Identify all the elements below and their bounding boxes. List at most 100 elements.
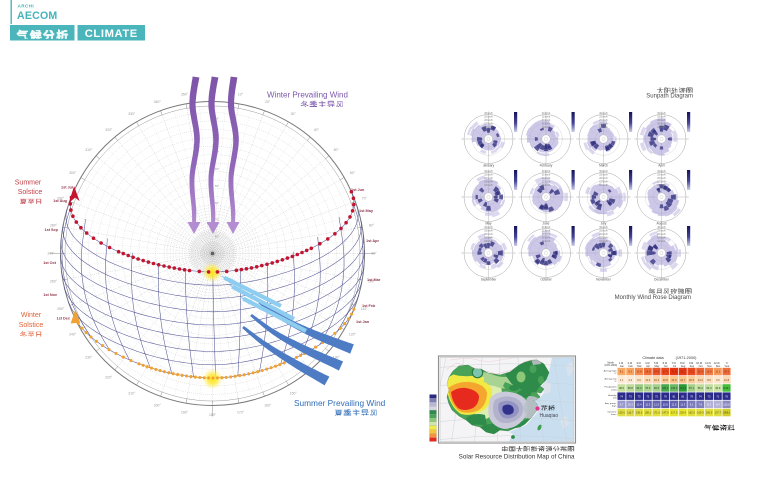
svg-text:Winter Prevailing Wind: Winter Prevailing Wind: [267, 91, 348, 100]
svg-text:11.3: 11.3: [645, 378, 650, 382]
svg-text:260°: 260°: [50, 280, 58, 284]
svg-text:11.5: 11.5: [672, 403, 677, 407]
svg-text:11.3: 11.3: [680, 403, 685, 407]
svg-text:150.5: 150.5: [706, 411, 713, 415]
svg-text:50°: 50°: [215, 184, 220, 188]
svg-text:20°: 20°: [265, 100, 271, 104]
svg-text:5: 5: [654, 361, 656, 365]
svg-text:days: days: [612, 406, 618, 408]
svg-text:30°: 30°: [291, 112, 297, 116]
svg-text:70°: 70°: [215, 218, 220, 222]
svg-text:8.1: 8.1: [707, 403, 711, 407]
svg-text:November: November: [596, 278, 612, 282]
svg-text:Solar Resource Distribution Ma: Solar Resource Distribution Map of China: [459, 453, 575, 460]
svg-text:73: 73: [638, 394, 641, 398]
svg-text:158.1: 158.1: [645, 411, 652, 415]
svg-text:1139.7: 1139.7: [723, 386, 731, 390]
svg-text:24.7: 24.7: [680, 378, 686, 382]
svg-text:Climate data: Climate data: [642, 356, 664, 360]
svg-text:15 km/h: 15 km/h: [484, 237, 493, 240]
svg-text:9.7: 9.7: [620, 403, 624, 407]
svg-text:8.4: 8.4: [716, 403, 720, 407]
svg-text:1st Dec: 1st Dec: [56, 317, 70, 321]
svg-text:11.1: 11.1: [715, 370, 720, 374]
svg-text:ARCHI: ARCHI: [18, 4, 35, 9]
svg-text:217.0: 217.0: [671, 411, 678, 415]
svg-text:10 km/h: 10 km/h: [599, 240, 608, 243]
svg-text:12.6: 12.6: [663, 403, 669, 407]
svg-text:Month: Month: [608, 361, 615, 364]
svg-text:9: 9: [689, 361, 691, 365]
svg-text:190°: 190°: [181, 411, 189, 415]
svg-text:137.7: 137.7: [715, 411, 722, 415]
svg-text:20 km/h: 20 km/h: [599, 177, 608, 180]
svg-text:Yr: Yr: [726, 361, 729, 365]
svg-text:Summer: Summer: [15, 180, 42, 187]
svg-text:10 km/h: 10 km/h: [484, 126, 493, 129]
svg-text:15 km/h: 15 km/h: [657, 181, 666, 184]
svg-text:Average low: Average low: [605, 378, 617, 381]
svg-text:125.6: 125.6: [618, 411, 625, 415]
svg-text:20.8: 20.8: [663, 378, 669, 382]
svg-text:Feb: Feb: [628, 365, 633, 368]
svg-text:January: January: [483, 164, 495, 168]
svg-text:220°: 220°: [105, 375, 113, 379]
svg-text:1st Jan: 1st Jan: [356, 320, 370, 324]
svg-text:71: 71: [716, 394, 719, 398]
svg-text:15 km/h: 15 km/h: [542, 181, 551, 184]
svg-text:Huaqiao: Huaqiao: [540, 413, 559, 419]
svg-text:31.2: 31.2: [680, 370, 686, 374]
svg-text:Jun: Jun: [664, 365, 669, 368]
svg-text:Mar: Mar: [637, 365, 641, 368]
svg-text:9.1: 9.1: [690, 403, 694, 407]
svg-text:Humidity: Humidity: [608, 394, 617, 397]
svg-text:110°: 110°: [361, 307, 368, 311]
svg-text:1st Sep: 1st Sep: [44, 228, 58, 232]
svg-text:10 km/h: 10 km/h: [657, 240, 666, 243]
svg-text:4: 4: [645, 361, 647, 365]
svg-text:125.8: 125.8: [723, 403, 730, 407]
svg-text:30 km/h: 30 km/h: [542, 112, 551, 115]
svg-text:16.4: 16.4: [654, 378, 660, 382]
svg-text:March: March: [599, 164, 608, 168]
svg-text:100°: 100°: [368, 280, 376, 284]
svg-text:15 km/h: 15 km/h: [657, 237, 666, 240]
svg-text:79: 79: [690, 394, 693, 398]
svg-text:72: 72: [655, 394, 658, 398]
svg-text:162.5: 162.5: [688, 411, 695, 415]
svg-text:15 km/h: 15 km/h: [657, 123, 666, 126]
svg-text:August: August: [657, 222, 667, 226]
svg-text:Average high: Average high: [604, 369, 618, 372]
svg-text:181.1: 181.1: [662, 386, 669, 390]
svg-text:10 km/h: 10 km/h: [657, 184, 666, 187]
svg-text:52.3: 52.3: [706, 386, 712, 390]
svg-text:171.9: 171.9: [653, 411, 660, 415]
svg-text:27.2: 27.2: [689, 370, 695, 374]
svg-text:60°: 60°: [350, 171, 356, 175]
svg-text:25 km/h: 25 km/h: [599, 116, 608, 119]
svg-text:30 km/h: 30 km/h: [657, 112, 666, 115]
svg-text:15 km/h: 15 km/h: [599, 181, 608, 184]
svg-text:213.4: 213.4: [680, 386, 687, 390]
svg-text:20 km/h: 20 km/h: [657, 233, 666, 236]
svg-text:25 km/h: 25 km/h: [599, 174, 608, 177]
svg-text:Sunpath Diagram: Sunpath Diagram: [646, 94, 693, 100]
svg-text:February: February: [540, 164, 553, 168]
svg-text:300°: 300°: [69, 171, 77, 175]
svg-text:60°: 60°: [215, 201, 220, 205]
svg-text:20 km/h: 20 km/h: [599, 233, 608, 236]
svg-text:1st Nov: 1st Nov: [43, 293, 58, 297]
svg-text:2: 2: [628, 361, 630, 365]
svg-text:1906.1: 1906.1: [723, 411, 731, 415]
svg-text:280°: 280°: [50, 224, 58, 228]
svg-text:11.3: 11.3: [645, 403, 650, 407]
svg-text:310°: 310°: [85, 148, 93, 152]
svg-text:Oct: Oct: [699, 365, 703, 368]
svg-text:50°: 50°: [334, 148, 340, 152]
svg-text:19.9: 19.9: [645, 370, 651, 374]
svg-text:40°: 40°: [215, 167, 220, 171]
svg-text:350°: 350°: [181, 93, 189, 97]
svg-text:25 km/h: 25 km/h: [542, 174, 551, 177]
svg-text:30 km/h: 30 km/h: [542, 226, 551, 229]
svg-text:(%): (%): [613, 398, 617, 400]
